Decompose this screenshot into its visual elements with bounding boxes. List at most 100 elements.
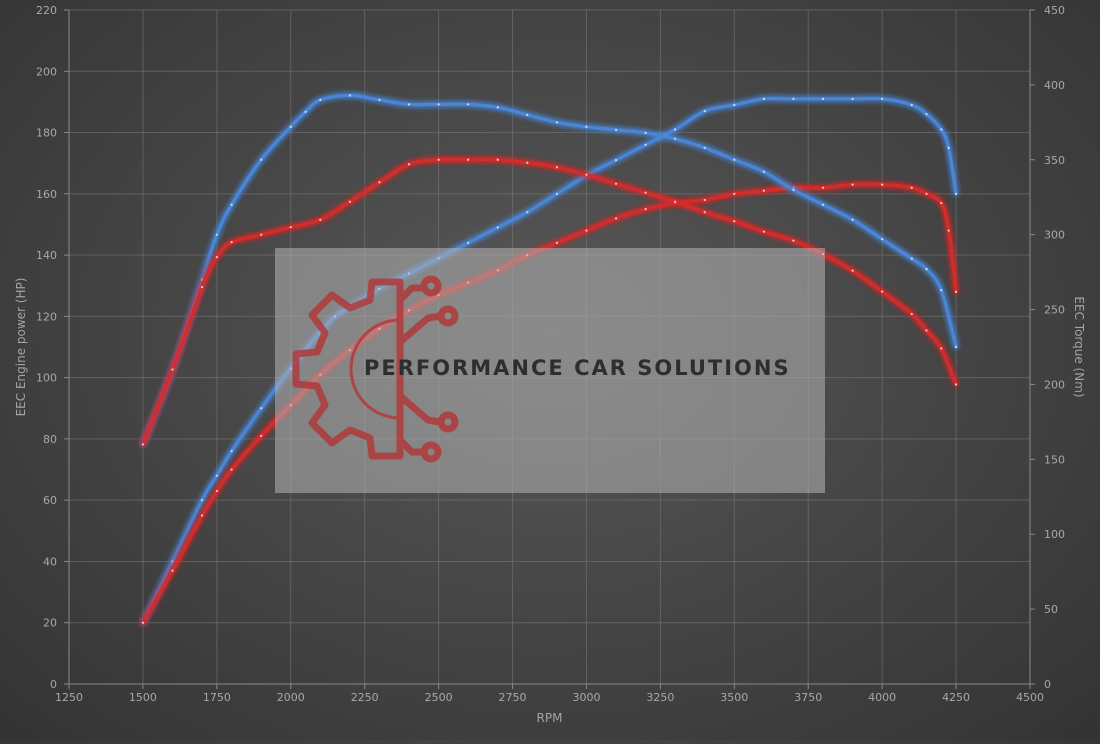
data-point-stock_torque [644, 191, 647, 194]
data-point-stock_torque [215, 256, 218, 259]
data-point-tuned_power [674, 128, 677, 131]
data-point-stock_power [171, 569, 174, 572]
series-layer [141, 93, 958, 625]
x-tick-label: 2750 [499, 691, 527, 704]
y-left-tick-label: 120 [36, 310, 57, 323]
data-point-stock_power [585, 229, 588, 232]
data-point-tuned_torque [644, 131, 647, 134]
x-tick-label: 4000 [868, 691, 896, 704]
y-right-tick-label: 450 [1044, 4, 1065, 17]
data-point-stock_power [200, 514, 204, 517]
data-point-tuned_power [910, 103, 913, 107]
y-right-tick-label: 50 [1044, 603, 1058, 616]
data-point-tuned_torque [319, 98, 322, 101]
y-left-tick-label: 0 [50, 678, 57, 691]
data-point-tuned_power [171, 560, 174, 563]
data-point-tuned_torque [585, 125, 588, 128]
data-point-stock_torque [467, 158, 470, 161]
data-point-stock_torque [200, 285, 204, 289]
x-tick-label: 3750 [794, 691, 822, 704]
data-point-tuned_power [925, 113, 928, 116]
data-point-tuned_power [762, 97, 765, 100]
y-right-tick-label: 250 [1044, 304, 1065, 317]
data-point-stock_power [925, 192, 928, 195]
data-point-stock_torque [348, 200, 352, 203]
data-point-tuned_torque [467, 103, 470, 106]
data-point-stock_power [230, 468, 233, 471]
y-right-tick-label: 400 [1044, 79, 1065, 92]
y-left-tick-label: 200 [36, 65, 57, 78]
data-point-tuned_torque [200, 278, 204, 281]
y-right-tick-label: 0 [1044, 678, 1051, 691]
data-point-tuned_power [733, 103, 736, 107]
data-point-stock_power [555, 241, 558, 244]
data-point-tuned_torque [348, 94, 352, 97]
data-point-tuned_power [821, 97, 825, 100]
data-point-tuned_torque [762, 170, 765, 173]
data-point-tuned_torque [674, 137, 677, 140]
data-point-tuned_torque [526, 113, 529, 116]
data-point-stock_torque [925, 329, 928, 332]
data-point-tuned_torque [940, 288, 943, 292]
data-point-stock_torque [407, 163, 411, 166]
x-tick-label: 2000 [277, 691, 305, 704]
data-point-tuned_power [260, 407, 263, 410]
y-right-tick-label: 300 [1044, 229, 1065, 242]
data-point-stock_torque [319, 218, 322, 221]
y-right-tick-label: 150 [1044, 453, 1065, 466]
data-point-stock_torque [954, 383, 958, 386]
watermark: PERFORMANCE CAR SOLUTIONS [275, 248, 825, 493]
y-left-axis-title: EEC Engine power (HP) [14, 278, 28, 417]
data-point-tuned_torque [407, 103, 411, 106]
y-left-tick-label: 80 [43, 433, 57, 446]
data-point-tuned_power [940, 128, 943, 131]
y-left-tick-label: 180 [36, 127, 57, 140]
data-point-stock_power [940, 201, 943, 205]
y-left-tick-label: 40 [43, 555, 57, 568]
data-point-tuned_torque [555, 121, 558, 124]
data-point-stock_torque [851, 269, 854, 272]
data-point-tuned_power [215, 474, 218, 477]
y-right-tick-label: 100 [1044, 528, 1065, 541]
data-point-stock_torque [555, 166, 558, 169]
x-tick-label: 1750 [203, 691, 231, 704]
y-left-tick-label: 160 [36, 188, 57, 201]
data-point-stock_power [215, 489, 218, 493]
series-tuned_torque [141, 93, 958, 446]
data-point-tuned_power [644, 143, 647, 146]
data-point-stock_power [614, 217, 618, 220]
data-point-tuned_torque [733, 158, 736, 161]
y-left-tick-label: 220 [36, 4, 57, 17]
data-point-tuned_power [200, 499, 204, 502]
data-point-stock_torque [733, 220, 736, 223]
data-point-stock_torque [940, 347, 943, 350]
data-point-stock_torque [881, 290, 884, 293]
data-point-stock_power [644, 208, 647, 211]
data-point-tuned_power [467, 241, 470, 244]
data-point-stock_torque [526, 161, 529, 164]
x-axis-title: RPM [537, 711, 563, 725]
y-right-axis-title: EEC Torque (Nm) [1072, 296, 1086, 397]
data-point-stock_power [762, 189, 765, 192]
data-point-tuned_power [954, 192, 958, 195]
data-point-tuned_torque [289, 125, 292, 128]
data-point-tuned_torque [614, 128, 618, 131]
x-tick-label: 4250 [942, 691, 970, 704]
gear-circuit-logo-icon [292, 275, 459, 463]
data-point-tuned_torque [304, 110, 307, 113]
series-line-stock_power [141, 182, 958, 625]
data-point-tuned_torque [954, 345, 958, 349]
y-left-tick-label: 20 [43, 617, 57, 630]
x-tick-label: 1500 [129, 691, 157, 704]
x-tick-label: 3250 [646, 691, 674, 704]
y-right-tick-label: 350 [1044, 154, 1065, 167]
data-point-tuned_torque [792, 188, 795, 191]
x-tick-label: 2250 [351, 691, 379, 704]
data-point-stock_torque [289, 226, 292, 229]
data-point-tuned_torque [215, 233, 218, 236]
data-point-tuned_torque [437, 103, 440, 106]
data-point-stock_power [954, 290, 958, 293]
data-point-tuned_power [947, 146, 950, 149]
data-point-tuned_power [851, 97, 854, 100]
